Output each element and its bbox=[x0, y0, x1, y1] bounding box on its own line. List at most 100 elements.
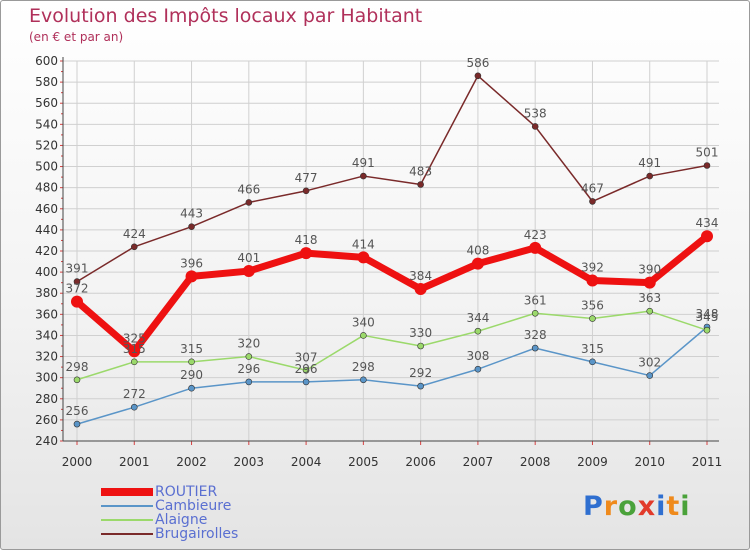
legend-label: Cambieure bbox=[155, 498, 232, 514]
data-label: 586 bbox=[466, 56, 489, 70]
logo-letter: r bbox=[603, 491, 619, 522]
logo-letter: i bbox=[656, 491, 667, 522]
data-point bbox=[646, 307, 654, 315]
data-label: 328 bbox=[524, 328, 547, 342]
chart-subtitle: (en € et par an) bbox=[29, 30, 124, 44]
data-label: 290 bbox=[180, 368, 203, 382]
data-point bbox=[529, 241, 542, 254]
data-label: 483 bbox=[409, 165, 432, 179]
data-label: 315 bbox=[123, 342, 146, 356]
y-tick-label: 480 bbox=[35, 181, 58, 195]
data-point bbox=[701, 230, 713, 243]
y-tick-label: 600 bbox=[35, 54, 58, 68]
logo-letter: i bbox=[680, 491, 691, 522]
series-line-alaigne bbox=[76, 310, 708, 381]
data-point bbox=[245, 199, 253, 206]
data-label: 340 bbox=[352, 315, 375, 329]
data-point bbox=[646, 172, 654, 180]
data-point bbox=[73, 420, 81, 428]
data-label: 320 bbox=[237, 337, 260, 351]
y-tick-label: 500 bbox=[35, 160, 58, 174]
data-label: 466 bbox=[237, 182, 260, 196]
x-tick-label: 2008 bbox=[520, 455, 551, 469]
data-label: 325 bbox=[123, 331, 146, 345]
y-tick-label: 380 bbox=[35, 286, 58, 300]
data-point bbox=[242, 265, 255, 278]
data-label: 538 bbox=[524, 106, 547, 120]
data-point bbox=[417, 382, 424, 390]
data-point bbox=[531, 123, 539, 130]
axes bbox=[60, 57, 719, 445]
x-tick-label: 2006 bbox=[405, 455, 436, 469]
data-point bbox=[643, 276, 656, 289]
legend-label: ROUTIER bbox=[155, 484, 218, 500]
y-tick-label: 260 bbox=[35, 413, 58, 427]
data-point bbox=[646, 372, 654, 379]
data-point bbox=[245, 353, 253, 360]
y-tick-label: 300 bbox=[35, 371, 58, 385]
data-label: 356 bbox=[581, 299, 604, 313]
data-label: 361 bbox=[524, 293, 547, 307]
data-label: 491 bbox=[638, 156, 661, 170]
data-point bbox=[474, 327, 482, 335]
data-label: 272 bbox=[123, 387, 146, 401]
data-label: 315 bbox=[180, 342, 203, 356]
legend-item: Brugairolles bbox=[101, 527, 238, 541]
data-label: 345 bbox=[696, 310, 719, 324]
x-tick-label: 2009 bbox=[577, 455, 608, 469]
data-point bbox=[130, 358, 138, 366]
data-point bbox=[300, 247, 313, 260]
data-point bbox=[586, 274, 599, 287]
series-line-cambieure bbox=[76, 326, 708, 425]
data-point bbox=[302, 187, 310, 195]
x-tick-labels: 2000 2001 2002 2003 2004 2005 2006 2007 2008 2009… bbox=[62, 455, 723, 469]
y-tick-label: 360 bbox=[35, 307, 58, 321]
y-tick-label: 240 bbox=[35, 434, 58, 448]
data-point bbox=[188, 384, 195, 392]
data-point bbox=[360, 376, 367, 384]
data-point bbox=[130, 403, 138, 411]
data-label: 296 bbox=[237, 362, 260, 376]
legend: ROUTIER Cambieure Alaigne Brugairolles bbox=[101, 485, 238, 541]
data-point bbox=[474, 365, 482, 373]
x-tick-label: 2010 bbox=[634, 455, 665, 469]
data-label: 344 bbox=[466, 311, 489, 325]
x-tick-label: 2001 bbox=[119, 455, 150, 469]
data-label: 292 bbox=[409, 366, 432, 380]
y-tick-label: 400 bbox=[35, 265, 58, 279]
y-tick-label: 520 bbox=[35, 138, 58, 152]
legend-label: Alaigne bbox=[155, 512, 208, 528]
x-tick-label: 2003 bbox=[234, 455, 265, 469]
legend-swatch bbox=[101, 488, 153, 496]
data-point bbox=[360, 172, 367, 180]
data-label: 443 bbox=[180, 207, 203, 221]
legend-swatch bbox=[101, 505, 153, 507]
data-point bbox=[185, 270, 198, 283]
y-tick-label: 540 bbox=[35, 117, 58, 131]
data-label: 296 bbox=[295, 362, 318, 376]
data-point bbox=[703, 162, 711, 169]
y-tick-label: 340 bbox=[35, 328, 58, 342]
data-label: 501 bbox=[696, 146, 719, 160]
grid-lines bbox=[63, 60, 719, 442]
y-tick-label: 460 bbox=[35, 202, 58, 216]
data-label: 330 bbox=[409, 326, 432, 340]
chart-title: Evolution des Impôts locaux par Habitant bbox=[29, 5, 423, 27]
data-label: 298 bbox=[66, 360, 89, 374]
data-label: 348 bbox=[696, 307, 719, 321]
data-point bbox=[71, 295, 83, 308]
data-label: 414 bbox=[352, 237, 375, 251]
data-label: 308 bbox=[466, 349, 489, 363]
data-label: 363 bbox=[638, 291, 661, 305]
y-tick-label: 320 bbox=[35, 350, 58, 364]
data-point bbox=[302, 378, 310, 386]
x-tick-label: 2007 bbox=[463, 455, 494, 469]
series-line-routier bbox=[74, 233, 710, 355]
data-labels: 372 325 396 401 418 414 384 408 423 392 390 434 256 2… bbox=[66, 56, 719, 418]
x-tick-label: 2000 bbox=[62, 455, 93, 469]
legend-swatch bbox=[101, 533, 153, 535]
legend-label: Brugairolles bbox=[155, 526, 239, 542]
data-point bbox=[474, 72, 482, 80]
